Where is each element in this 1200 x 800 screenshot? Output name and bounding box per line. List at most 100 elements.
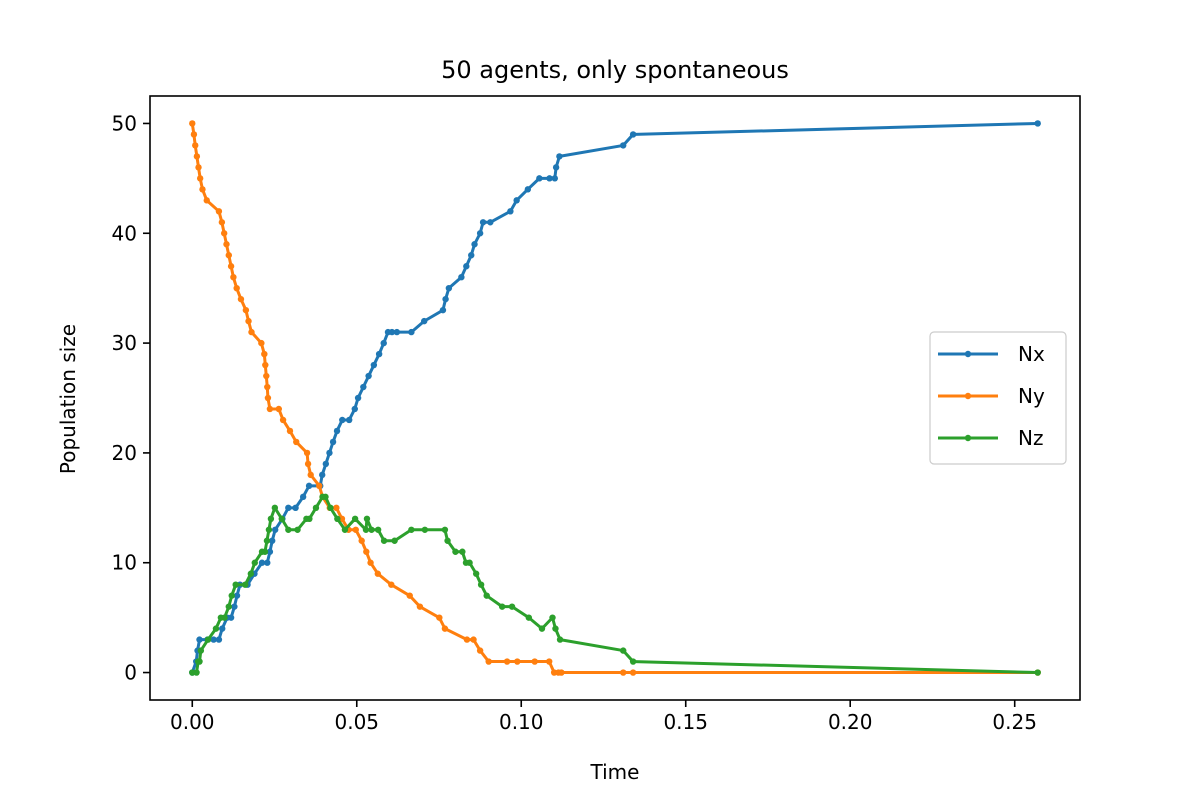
data-point-nx [215,636,223,643]
data-point-ny [286,427,294,435]
data-point-nx [196,636,203,643]
data-point-nz [477,581,485,588]
data-point-nx [333,427,341,435]
data-point-nz [212,625,220,632]
data-point-nz [294,526,301,533]
data-point-nz [1034,669,1041,676]
data-point-nz [444,537,451,544]
data-point-nz [225,603,232,610]
data-point-ny [333,504,340,512]
data-point-ny [189,120,196,127]
data-point-ny [215,208,223,215]
data-point-ny [279,416,287,424]
data-point-nx [299,493,307,501]
data-point-nz [556,636,564,643]
x-axis-label: Time [590,760,640,784]
data-point-ny [227,263,235,270]
data-point-nz [374,526,382,533]
data-point-nz [334,515,341,522]
data-point-ny [406,592,413,599]
data-point-nx [269,537,276,544]
data-point-nz [452,548,459,555]
data-point-nz [341,526,349,533]
data-point-nz [322,493,329,501]
data-point-nx [439,306,447,314]
data-point-ny [470,636,477,643]
data-point-nx [442,295,449,303]
data-point-nx [210,636,217,643]
data-point-nz [232,581,239,588]
series-line-ny [190,123,1038,675]
data-point-ny [233,284,240,292]
data-point-nz [368,526,375,533]
data-point-nx [552,164,560,171]
data-point-nx [375,350,383,358]
data-point-ny [546,658,553,665]
legend-label-nx: Nx [1018,342,1045,366]
data-point-ny [218,219,226,226]
data-point-nz [204,636,212,643]
data-point-ny [261,350,268,358]
x-tick-label: 0.20 [828,710,873,734]
data-point-nz [538,625,546,632]
data-point-nx [329,438,337,446]
data-point-nz [242,581,249,588]
data-point-nx [258,559,266,566]
data-point-nx [620,142,627,149]
legend-entry-nx: Nx [938,342,1045,366]
data-point-nx [524,186,532,193]
data-point-nz [525,614,533,621]
data-point-nz [391,537,398,544]
data-point-ny [264,394,272,402]
data-point-nx [305,482,313,490]
chart-title: 50 agents, only spontaneous [441,56,789,84]
data-point-ny [441,625,449,632]
y-axis-label: Population size [56,324,80,474]
data-point-ny [196,175,204,182]
data-point-ny [307,471,314,479]
data-point-nz [251,559,258,566]
data-point-nx [471,241,478,248]
data-point-ny [258,339,265,347]
data-point-nx [339,416,346,424]
data-point-ny [436,614,443,621]
x-tick-label: 0.00 [170,710,215,734]
data-point-ny [476,647,484,654]
data-point-nz [197,647,205,654]
data-point-nz [267,515,275,522]
data-point-ny [352,526,359,533]
data-point-nz [306,515,313,522]
legend: Nx Ny Nz [929,331,1067,465]
data-point-nz [221,614,228,621]
x-axis-ticks: 0.00 0.05 0.10 0.15 0.20 0.25 [170,700,1037,734]
data-point-nz [459,548,466,555]
data-point-nx [551,175,558,182]
data-point-nx [393,328,401,336]
data-point-ny [230,274,237,281]
data-point-nz [620,647,627,654]
legend-marker-ny [964,392,972,400]
data-point-nx [271,526,279,533]
data-point-nx [227,614,235,621]
data-point-nx [463,263,470,270]
data-point-nx [365,372,372,380]
legend-marker-nz [964,434,972,442]
x-tick-label: 0.10 [499,710,544,734]
y-axis-ticks: 0 10 20 30 40 50 [112,111,150,685]
data-point-nx [468,252,475,259]
data-point-nz [421,526,429,533]
x-tick-label: 0.25 [992,710,1037,734]
data-point-nx [322,460,330,468]
data-point-nz [327,504,334,512]
data-point-ny [463,636,471,643]
data-point-ny [237,295,245,303]
data-point-nz [508,603,516,610]
data-point-nz [466,559,473,566]
data-point-ny [304,460,312,468]
data-point-nz [351,515,359,522]
data-point-ny [485,658,492,665]
series-nz [189,493,1041,676]
data-point-nz [483,592,490,599]
data-point-nz [261,548,269,555]
